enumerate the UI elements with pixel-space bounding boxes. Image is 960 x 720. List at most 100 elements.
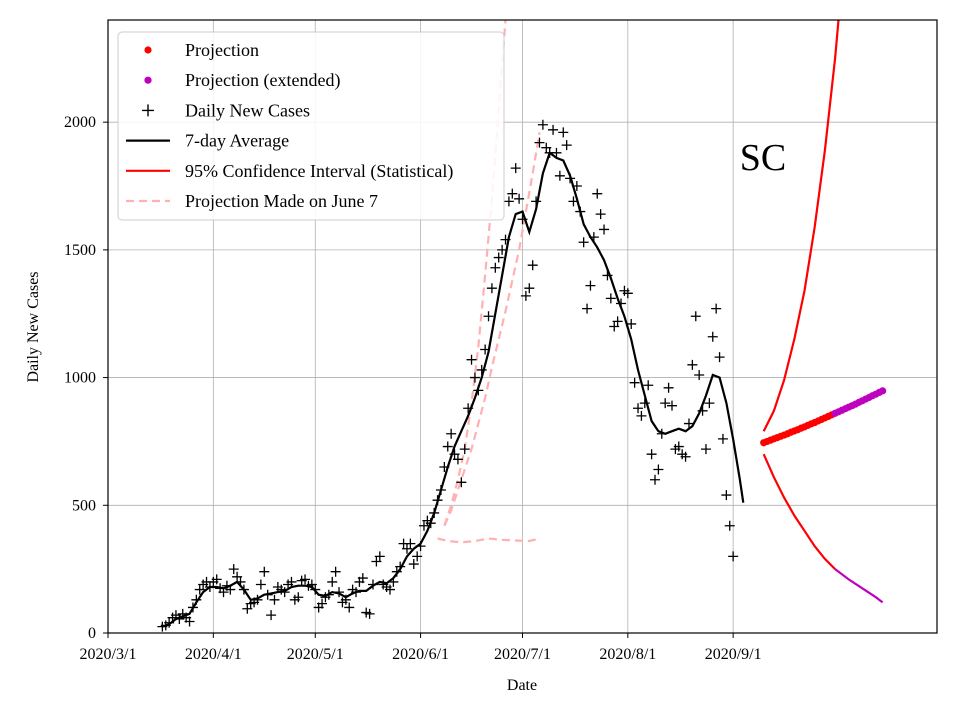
daily-case-marker	[418, 520, 429, 531]
daily-case-marker	[327, 576, 338, 587]
daily-case-marker	[452, 454, 463, 465]
daily-case-marker	[184, 616, 195, 627]
daily-case-marker	[680, 451, 691, 462]
daily-case-marker	[330, 566, 341, 577]
daily-case-marker	[663, 382, 674, 393]
daily-case-marker	[660, 398, 671, 409]
daily-case-marker	[317, 598, 328, 609]
daily-case-marker	[344, 602, 355, 613]
daily-case-marker	[459, 444, 470, 455]
daily-case-marker	[633, 403, 644, 414]
daily-case-marker	[554, 170, 565, 181]
legend-label: 7-day Average	[185, 131, 289, 151]
daily-case-marker	[408, 559, 419, 570]
daily-case-marker	[286, 576, 297, 587]
daily-case-marker	[497, 244, 508, 255]
daily-case-marker	[629, 377, 640, 388]
legend-label: Projection	[185, 40, 259, 60]
ci-extended-lower-line	[834, 568, 884, 604]
daily-case-marker	[582, 303, 593, 314]
legend-swatch-plus	[142, 104, 154, 117]
daily-case-marker	[456, 477, 467, 488]
daily-case-marker	[534, 137, 545, 148]
daily-case-marker	[690, 311, 701, 322]
daily-case-marker	[558, 127, 569, 138]
y-tick-label: 1500	[64, 242, 96, 259]
daily-case-marker	[541, 142, 552, 153]
daily-case-marker	[242, 603, 253, 614]
daily-case-marker	[259, 566, 270, 577]
daily-case-marker	[503, 196, 514, 207]
daily-case-marker	[469, 372, 480, 383]
daily-case-marker	[687, 359, 698, 370]
daily-case-marker	[666, 400, 677, 411]
daily-case-marker	[357, 573, 368, 584]
daily-case-marker	[700, 444, 711, 455]
daily-case-marker	[595, 209, 606, 220]
daily-case-marker	[520, 290, 531, 301]
daily-case-marker	[717, 433, 728, 444]
daily-case-marker	[412, 551, 423, 562]
daily-case-marker	[483, 311, 494, 322]
daily-case-marker	[612, 316, 623, 327]
y-tick-label: 500	[72, 497, 96, 514]
daily-case-marker	[228, 564, 239, 575]
daily-case-marker	[653, 464, 664, 475]
daily-case-marker	[711, 303, 722, 314]
daily-case-marker	[721, 490, 732, 501]
daily-case-marker	[683, 418, 694, 429]
daily-case-marker	[255, 579, 266, 590]
daily-case-marker	[609, 321, 620, 332]
legend-label: 95% Confidence Interval (Statistical)	[185, 161, 453, 182]
daily-case-marker	[694, 370, 705, 381]
daily-case-marker	[405, 538, 416, 549]
daily-case-marker	[724, 520, 735, 531]
legend-label: Projection (extended)	[185, 70, 340, 91]
daily-case-marker	[622, 288, 633, 299]
daily-case-marker	[466, 354, 477, 365]
series-layer	[157, 19, 887, 632]
daily-case-marker	[605, 293, 616, 304]
daily-case-marker	[636, 410, 647, 421]
daily-case-marker	[592, 188, 603, 199]
june7-projection-center	[443, 132, 541, 527]
state-annotation: SC	[740, 137, 786, 179]
daily-case-marker	[673, 441, 684, 452]
y-axis-title: Daily New Cases	[25, 271, 42, 382]
x-tick-label: 2020/4/1	[185, 646, 242, 663]
daily-case-marker	[374, 551, 385, 562]
daily-case-marker	[194, 584, 205, 595]
daily-case-marker	[548, 124, 559, 135]
daily-case-marker	[551, 147, 562, 158]
x-tick-label: 2020/6/1	[392, 646, 449, 663]
daily-case-marker	[384, 584, 395, 595]
x-tick-label: 2020/8/1	[599, 646, 656, 663]
daily-case-marker	[650, 474, 661, 485]
daily-case-marker	[537, 119, 548, 130]
daily-case-marker	[493, 252, 504, 263]
x-tick-label: 2020/3/1	[80, 646, 137, 663]
daily-case-marker	[704, 398, 715, 409]
daily-case-marker	[714, 352, 725, 363]
axis-ticks: 2020/3/1 2020/4/1 2020/5/1 2020/6/1 2020/7/1…	[64, 114, 762, 663]
daily-case-marker	[626, 318, 637, 329]
ci-lower-line	[762, 453, 836, 570]
daily-case-marker	[561, 140, 572, 151]
daily-case-marker	[293, 592, 304, 603]
daily-case-marker	[578, 237, 589, 248]
y-tick-label: 0	[88, 625, 96, 642]
legend-swatch-dot	[144, 46, 152, 54]
legend-label: Projection Made on June 7	[185, 191, 378, 211]
projection-extended-point	[879, 387, 887, 395]
daily-case-marker	[585, 280, 596, 291]
daily-case-marker	[300, 574, 311, 585]
x-tick-label: 2020/9/1	[705, 646, 762, 663]
x-axis-title: Date	[507, 677, 537, 694]
daily-case-marker	[266, 610, 277, 621]
daily-case-marker	[510, 163, 521, 174]
ci-upper-line	[762, 19, 840, 432]
daily-case-marker	[211, 574, 222, 585]
daily-case-marker	[643, 380, 654, 391]
daily-case-marker	[269, 594, 280, 605]
